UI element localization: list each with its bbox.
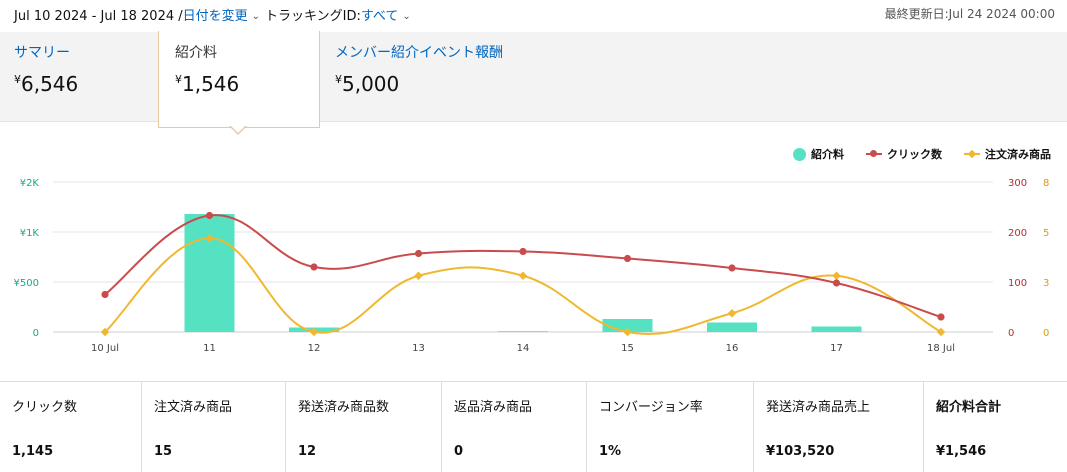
metric-value: 12: [298, 444, 317, 459]
metric-clicks: クリック数 1,145: [0, 382, 142, 472]
legend-item-clicks[interactable]: クリック数: [866, 146, 942, 162]
tile-summary[interactable]: サマリー ¥6,546: [0, 32, 158, 122]
y-right-clicks-tick-label: 0: [1008, 328, 1014, 339]
legend-item-referral-fee[interactable]: 紹介料: [793, 146, 844, 162]
tracking-id-selector[interactable]: トラッキングID:すべて ⌄: [265, 5, 411, 24]
point-clicks: [937, 313, 945, 321]
tile-member-referral-event-value: ¥5,000: [335, 72, 400, 96]
y-right-clicks-tick-label: 200: [1008, 228, 1027, 239]
last-updated: 最終更新日:Jul 24 2024 00:00: [884, 7, 1055, 21]
series-line-orders: [104, 237, 942, 336]
y-left-tick-label: ¥2K: [20, 178, 40, 189]
metric-label: 発送済み商品数: [298, 400, 390, 415]
x-tick-label: 18 Jul: [927, 343, 955, 354]
metric-value: 1%: [599, 444, 622, 459]
point-clicks: [519, 247, 527, 256]
tile-member-referral-event[interactable]: メンバー紹介イベント報酬 ¥5,000: [320, 32, 620, 122]
y-left-tick-label: ¥500: [14, 278, 39, 289]
metric-conversion-rate: コンバージョン率 1%: [587, 382, 754, 472]
point-orders: [100, 327, 110, 337]
metric-value: ¥1,546: [936, 444, 987, 459]
metric-label: コンバージョン率: [599, 400, 703, 415]
active-tile-pointer: [229, 125, 247, 135]
metric-label: 発送済み商品売上: [766, 400, 871, 415]
earnings-chart: 0 0 0 ¥500 100 3 ¥1K 200 5 ¥2K 300 8 10 Jul 11 12 13 14 1…: [0, 130, 1067, 370]
metric-shipped-revenue: 発送済み商品売上 ¥103,520: [754, 382, 924, 472]
point-orders: [205, 234, 214, 243]
y-right-clicks-tick-label: 100: [1008, 278, 1027, 289]
point-clicks: [728, 264, 736, 272]
x-tick-label: 16: [726, 343, 739, 354]
legend-swatch-line: [964, 149, 980, 159]
x-tick-label: 11: [203, 343, 216, 354]
y-left-tick-label: 0: [33, 328, 39, 339]
tile-referral-fee-label: 紹介料: [175, 45, 217, 61]
legend-label: 注文済み商品: [985, 148, 1051, 161]
x-tick-label: 14: [517, 343, 530, 354]
tile-referral-fee[interactable]: 紹介料 ¥1,546: [158, 31, 320, 128]
point-orders: [832, 271, 841, 280]
metric-label: 注文済み商品: [154, 400, 233, 415]
legend-item-orders[interactable]: 注文済み商品: [964, 146, 1051, 162]
point-clicks: [414, 249, 423, 258]
tile-referral-fee-value: ¥1,546: [175, 72, 240, 96]
y-right-orders-tick-label: 8: [1043, 178, 1049, 189]
change-date-link[interactable]: 日付を変更: [182, 9, 248, 24]
metric-ordered-items: 注文済み商品 15: [142, 382, 286, 472]
point-orders: [727, 309, 737, 318]
metric-value: 15: [154, 444, 173, 459]
bar: [811, 326, 862, 332]
x-tick-label: 15: [621, 343, 634, 354]
point-orders: [623, 327, 632, 337]
legend-label: クリック数: [887, 148, 942, 161]
x-tick-label: 17: [830, 343, 843, 354]
y-right-clicks-tick-label: 300: [1008, 178, 1027, 189]
legend-swatch-bar: [793, 147, 806, 161]
chart-svg: 0 0 0 ¥500 100 3 ¥1K 200 5 ¥2K 300 8 10 Jul 11 12 13 14 1…: [14, 178, 1050, 354]
y-left-tick-label: ¥1K: [20, 228, 40, 239]
metric-shipped-items: 発送済み商品数 12: [286, 382, 442, 472]
point-orders: [936, 327, 946, 337]
chevron-down-icon[interactable]: ⌄: [251, 11, 261, 22]
point-orders: [414, 271, 423, 280]
tile-summary-value: ¥6,546: [14, 72, 79, 96]
point-clicks: [101, 290, 109, 299]
tracking-id-label: トラッキングID:: [265, 9, 361, 24]
point-orders: [309, 327, 319, 337]
point-orders: [518, 271, 528, 280]
x-tick-label: 10 Jul: [91, 343, 119, 354]
tile-summary-label[interactable]: サマリー: [14, 45, 70, 61]
bar: [498, 331, 548, 332]
bar: [707, 322, 757, 332]
metric-label: クリック数: [12, 400, 78, 415]
metric-label: 返品済み商品: [454, 400, 533, 415]
metric-value: 1,145: [12, 444, 54, 459]
date-range: Jul 10 2024 - Jul 18 2024 /日付を変更 ⌄: [14, 5, 260, 24]
date-range-text: Jul 10 2024 - Jul 18 2024 /: [14, 9, 183, 24]
legend-label: 紹介料: [811, 148, 844, 161]
metric-label: 紹介料合計: [936, 400, 1002, 415]
point-clicks: [205, 211, 214, 220]
y-right-orders-tick-label: 3: [1043, 278, 1049, 289]
chevron-down-icon[interactable]: ⌄: [402, 11, 411, 22]
bar: [184, 214, 235, 332]
metric-value: 0: [454, 444, 464, 459]
y-right-orders-tick-label: 5: [1043, 228, 1049, 239]
x-tick-label: 13: [412, 343, 425, 354]
metric-total-referral-fee: 紹介料合計 ¥1,546: [924, 382, 1067, 472]
legend-swatch-line: [866, 150, 882, 157]
y-right-orders-tick-label: 0: [1043, 328, 1049, 339]
point-clicks: [310, 263, 318, 271]
tracking-id-value[interactable]: すべて: [360, 9, 399, 24]
metrics-row: クリック数 1,145 注文済み商品 15 発送済み商品数 12 返品済み商品 …: [0, 381, 1067, 472]
metric-value: ¥103,520: [766, 444, 835, 459]
metric-returned-items: 返品済み商品 0: [442, 382, 587, 472]
top-bar: Jul 10 2024 - Jul 18 2024 /日付を変更 ⌄ トラッキング…: [0, 0, 1067, 26]
tile-member-referral-event-label[interactable]: メンバー紹介イベント報酬: [335, 45, 503, 61]
point-clicks: [623, 254, 632, 263]
chart-legend: 紹介料 クリック数 注文済み商品: [793, 146, 1051, 162]
point-clicks: [832, 279, 841, 287]
x-tick-label: 12: [308, 343, 321, 354]
